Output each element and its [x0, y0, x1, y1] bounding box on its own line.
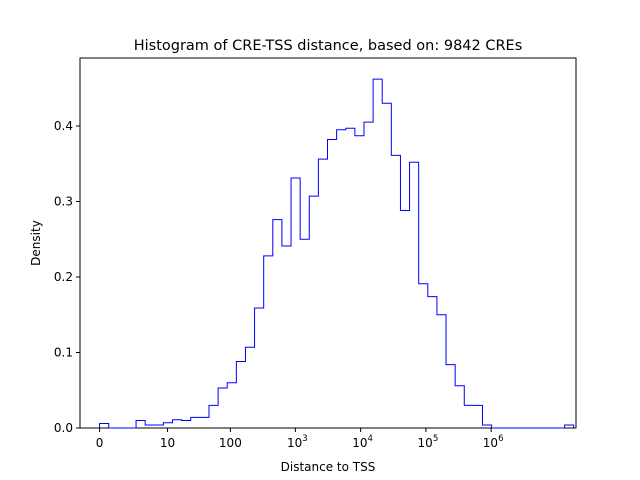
x-tick-label: 103 — [287, 434, 308, 450]
x-tick-label: 100 — [219, 436, 242, 450]
x-tick-label: 10 — [160, 436, 175, 450]
chart-title: Histogram of CRE-TSS distance, based on:… — [134, 38, 523, 54]
histogram-outline — [99, 78, 575, 429]
x-tick-label: 105 — [418, 434, 439, 450]
y-tick-label: 0.3 — [54, 194, 73, 208]
y-tick-label: 0.1 — [54, 345, 73, 359]
y-axis-label: Density — [29, 220, 43, 266]
y-tick-label: 0.2 — [54, 270, 73, 284]
x-tick-label: 104 — [352, 434, 373, 450]
y-tick-label: 0.0 — [54, 421, 73, 435]
plot-area — [79, 57, 577, 429]
x-axis-label: Distance to TSS — [281, 460, 376, 474]
x-tick-label: 0 — [96, 436, 104, 450]
x-tick-label: 106 — [483, 434, 504, 450]
y-tick-label: 0.4 — [54, 119, 73, 133]
